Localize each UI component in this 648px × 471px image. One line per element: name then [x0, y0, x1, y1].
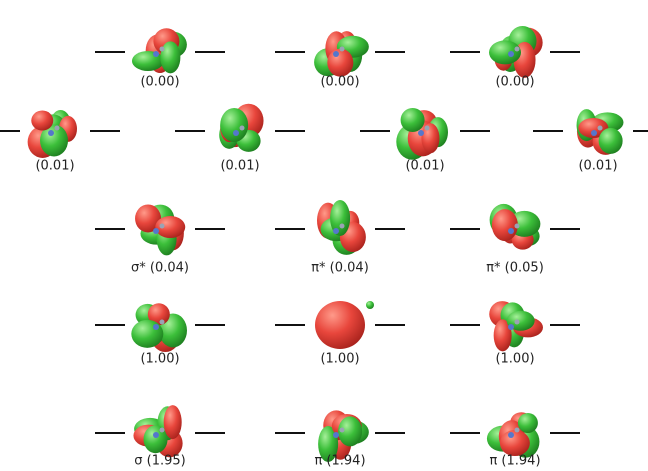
occupation-label: π* (0.05): [486, 261, 544, 276]
atom: [515, 320, 520, 325]
lobe: [500, 430, 530, 456]
orbital: [275, 200, 405, 255]
atom: [153, 51, 159, 57]
orbital: [533, 109, 648, 155]
occupation-label: (0.01): [405, 159, 444, 174]
orbital: [275, 31, 405, 77]
lobe: [327, 49, 353, 77]
lobe: [31, 111, 53, 131]
atom: [598, 126, 603, 131]
orbital: [450, 412, 580, 458]
occupation-label: (0.00): [320, 75, 359, 90]
occupation-label: (1.00): [140, 352, 179, 367]
atom: [515, 47, 520, 52]
occupation-label: σ (1.95): [134, 454, 185, 469]
atom: [333, 228, 339, 234]
atom: [340, 47, 345, 52]
atom: [508, 432, 514, 438]
orbital-figure: (0.00) (0.00) (0.00) (0.01) (0.01) (0.01) (0.0…: [0, 0, 648, 471]
occupation-label: π (1.94): [489, 454, 540, 469]
lobe: [220, 108, 248, 142]
lobe: [131, 320, 163, 348]
atom: [160, 428, 165, 433]
atom: [515, 224, 520, 229]
occupation-label: (0.00): [140, 75, 179, 90]
orbital: [450, 301, 580, 351]
atom: [160, 224, 165, 229]
orbital: [360, 108, 490, 160]
lobe: [160, 41, 180, 73]
atom: [340, 224, 345, 229]
atom: [515, 428, 520, 433]
orbital: [95, 28, 225, 73]
lobe: [315, 301, 365, 349]
atom: [160, 47, 165, 52]
lobe: [599, 128, 623, 154]
lobe: [366, 301, 374, 309]
orbital: [175, 104, 305, 152]
atom: [333, 432, 339, 438]
atom: [233, 130, 239, 136]
occupation-label: σ* (0.04): [131, 261, 189, 276]
occupation-label: (0.01): [35, 159, 74, 174]
lobe: [492, 209, 518, 241]
atom: [153, 432, 159, 438]
atom: [333, 51, 339, 57]
occupation-label: (0.01): [220, 159, 259, 174]
atom: [153, 228, 159, 234]
atom: [340, 428, 345, 433]
occupation-label: π (1.94): [314, 454, 365, 469]
occupation-label: (0.00): [495, 75, 534, 90]
atom: [508, 228, 514, 234]
atom: [425, 126, 430, 131]
occupation-label: (0.01): [578, 159, 617, 174]
atom: [418, 130, 424, 136]
atom: [508, 324, 514, 330]
atom: [153, 324, 159, 330]
orbital: [0, 110, 120, 158]
lobe: [132, 51, 164, 71]
atom: [160, 320, 165, 325]
occupation-label: (1.00): [320, 352, 359, 367]
orbital: [95, 204, 225, 255]
atom: [508, 51, 514, 57]
orbital: [95, 405, 225, 457]
atom: [55, 126, 60, 131]
lobe: [421, 123, 439, 153]
atom: [48, 130, 54, 136]
lobe: [518, 413, 538, 433]
lobe: [401, 108, 425, 132]
atom: [240, 126, 245, 131]
lobe: [164, 405, 182, 439]
orbital: [450, 204, 580, 250]
occupation-label: (1.00): [495, 352, 534, 367]
orbital: [450, 26, 580, 78]
occupation-label: π* (0.04): [311, 261, 369, 276]
atom: [591, 130, 597, 136]
orbital: [275, 301, 405, 349]
orbital: [95, 303, 225, 352]
lobe: [489, 40, 521, 64]
